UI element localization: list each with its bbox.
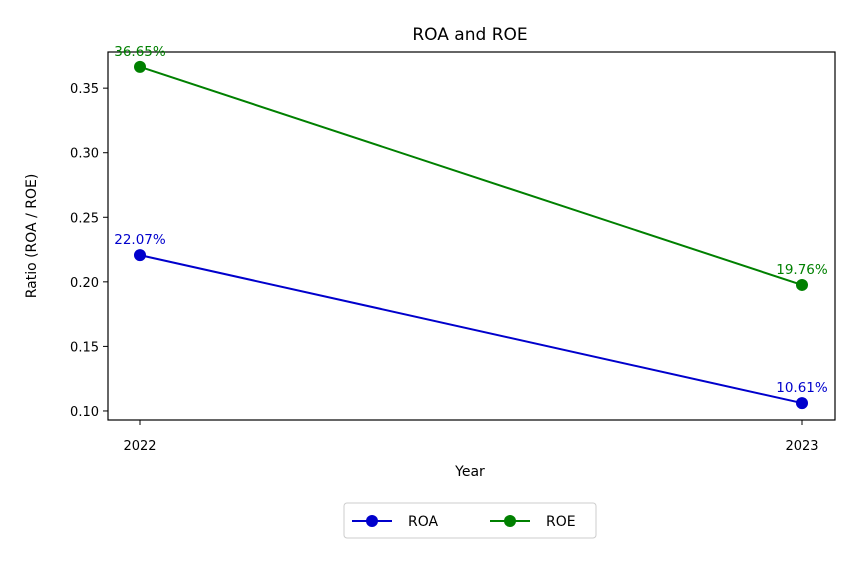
- y-tick-label: 0.25: [70, 211, 99, 226]
- legend-box: [343, 502, 597, 539]
- legend-roe-marker: [504, 515, 516, 527]
- legend: ROA ROE: [343, 502, 597, 539]
- y-axis: 0.10 0.15 0.20 0.25 0.30 0.35: [70, 82, 108, 420]
- x-tick-label: 2022: [123, 439, 156, 454]
- roe-data-label: 36.65%: [114, 44, 166, 60]
- roa-data-label: 10.61%: [776, 380, 828, 396]
- x-axis-title: Year: [454, 464, 485, 480]
- roe-line: [139, 65, 803, 286]
- y-tick-label: 0.10: [70, 405, 99, 420]
- series-layer: 22.07% 10.61% 36.65% 19.76%: [114, 44, 828, 410]
- x-axis: 2022 2023: [123, 420, 819, 454]
- plot-area: [107, 51, 836, 421]
- roa-line: [139, 254, 803, 405]
- y-tick-label: 0.30: [70, 147, 99, 162]
- x-tick-label: 2023: [785, 439, 818, 454]
- y-axis-title: Ratio (ROA / ROE): [24, 174, 40, 299]
- roe-data-label: 19.76%: [776, 262, 828, 278]
- chart-title: ROA and ROE: [412, 25, 527, 45]
- roe-point: [134, 60, 146, 73]
- roa-point: [796, 397, 808, 410]
- roa-point: [134, 249, 146, 262]
- legend-roe-label: ROE: [546, 514, 576, 530]
- legend-roa-marker: [366, 515, 378, 527]
- y-tick-label: 0.20: [70, 276, 99, 291]
- y-tick-label: 0.35: [70, 82, 99, 97]
- roa-data-label: 22.07%: [114, 232, 166, 248]
- roe-point: [796, 278, 808, 291]
- y-tick-label: 0.15: [70, 340, 99, 355]
- legend-roa-label: ROA: [408, 514, 439, 530]
